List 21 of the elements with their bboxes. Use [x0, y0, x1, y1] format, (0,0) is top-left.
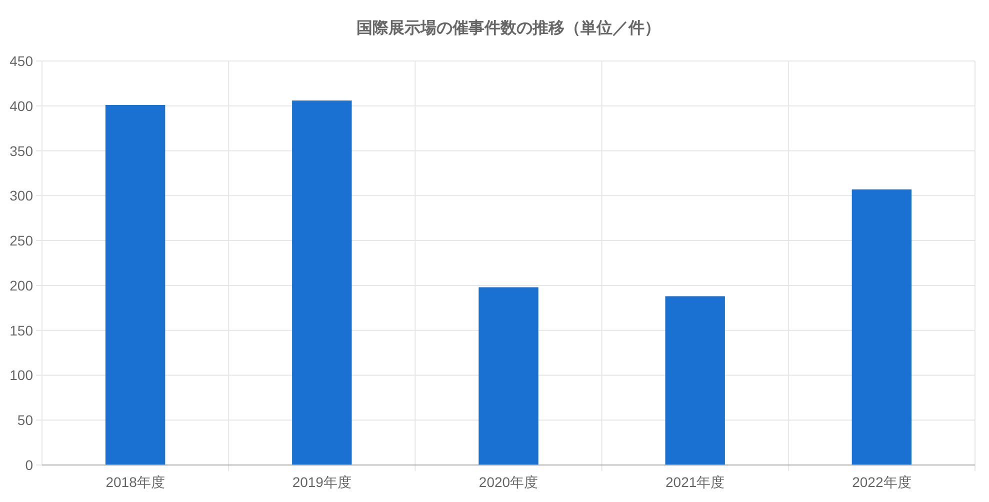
y-tick-label: 100 — [10, 367, 34, 384]
y-tick-label: 350 — [10, 142, 34, 159]
x-tick-label: 2019年度 — [292, 474, 352, 490]
y-tick-label: 150 — [10, 322, 34, 338]
chart-title: 国際展示場の催事件数の推移（単位／件） — [356, 19, 660, 37]
y-tick-label: 400 — [10, 98, 34, 114]
y-tick-label: 0 — [25, 457, 34, 473]
x-tick-label: 2022年度 — [852, 474, 912, 490]
x-tick-label: 2020年度 — [478, 474, 538, 490]
bar — [292, 100, 352, 465]
y-tick-label: 250 — [10, 232, 34, 249]
y-tick-label: 300 — [10, 188, 34, 204]
bar — [665, 296, 725, 465]
bar — [478, 287, 538, 465]
y-tick-label: 50 — [17, 412, 34, 428]
bar — [852, 189, 912, 465]
bar — [105, 104, 166, 465]
x-tick-label: 2021年度 — [666, 474, 725, 490]
y-tick-label: 200 — [10, 277, 34, 294]
y-tick-label: 450 — [10, 53, 34, 69]
x-tick-label: 2018年度 — [106, 474, 165, 490]
